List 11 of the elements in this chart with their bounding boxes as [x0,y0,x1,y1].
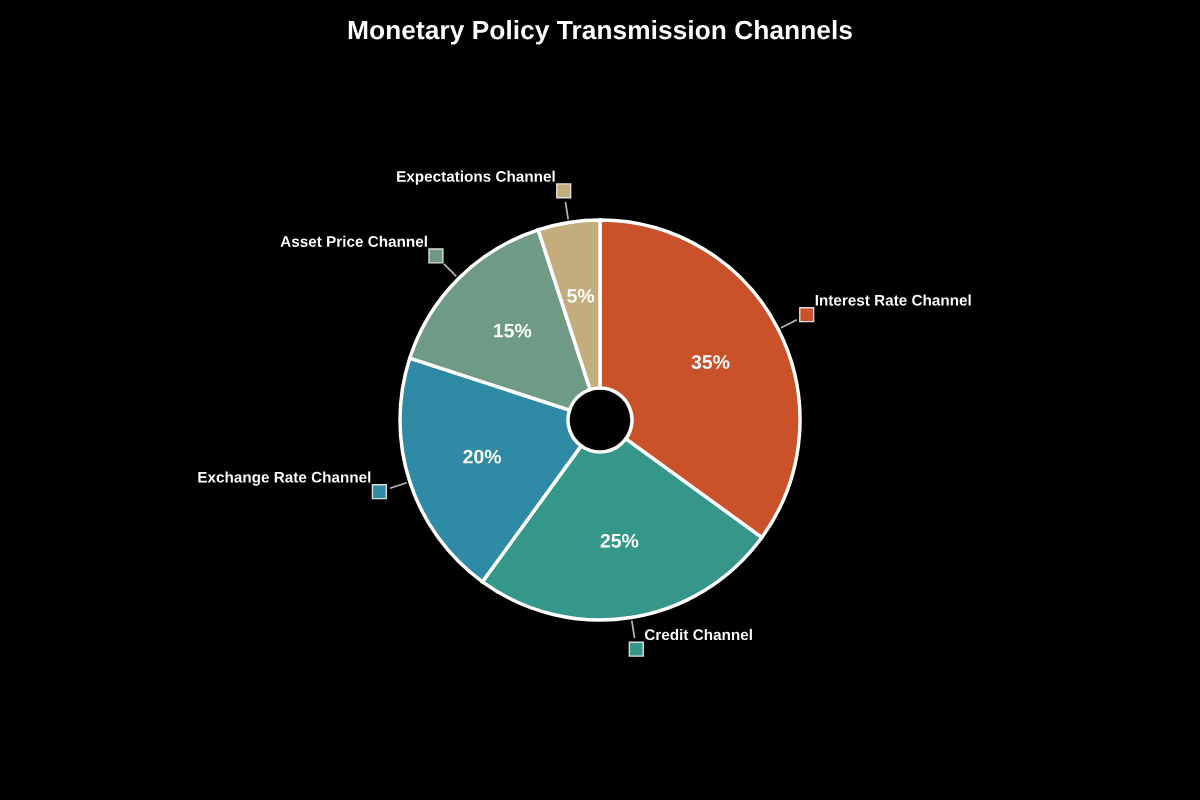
slice-label: Asset Price Channel [280,235,427,247]
data-label: 35% [691,355,730,369]
chart-title: Monetary Policy Transmission Channels [348,20,852,45]
slice-label: Credit Channel [644,628,752,641]
data-label: 15% [494,323,532,338]
slice-label: Interest Rate Channel [815,294,971,306]
slice-label: Exchange Rate Channel [198,471,371,486]
data-label: 20% [463,449,502,464]
data-label: 5% [567,289,595,303]
data-label: 25% [600,533,639,548]
slice-label: Expectations Channel [397,170,555,185]
